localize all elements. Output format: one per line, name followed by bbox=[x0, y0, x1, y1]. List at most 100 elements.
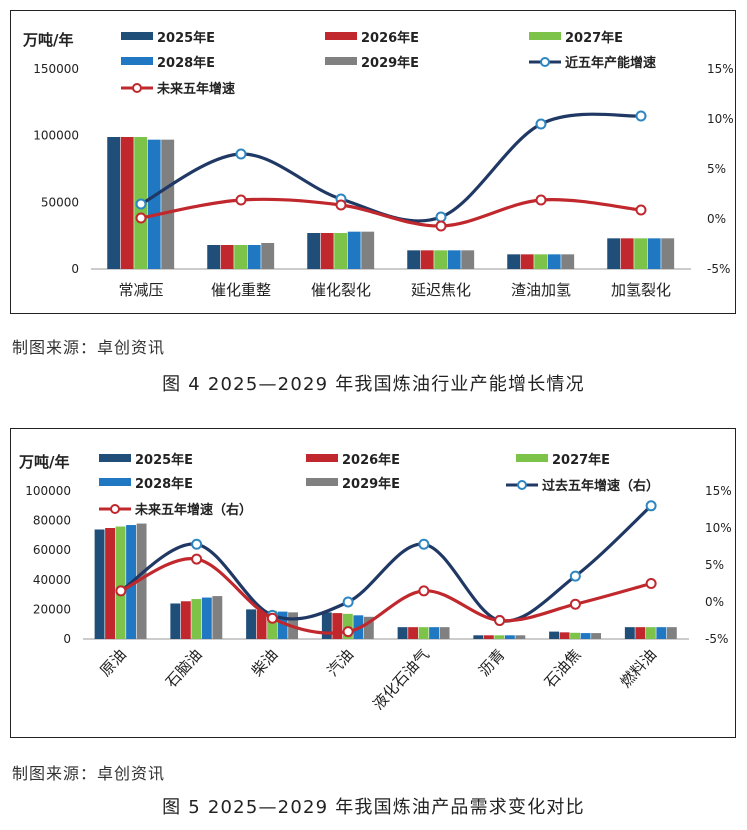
chart-2-category-label: 沥青 bbox=[475, 646, 508, 680]
chart-1-bar bbox=[247, 245, 261, 269]
chart-2-bar bbox=[624, 627, 635, 639]
chart-2-category-label: 柴油 bbox=[248, 646, 281, 680]
chart-1-line-point bbox=[535, 118, 547, 130]
chart-1-bar bbox=[334, 233, 348, 269]
chart-1-line-point bbox=[235, 148, 247, 160]
chart-2-bar bbox=[645, 627, 656, 639]
chart-2-bar bbox=[212, 596, 223, 639]
chart-2-line-point bbox=[266, 612, 278, 624]
chart-2-y-tick-label: 20000 bbox=[33, 602, 71, 616]
chart-2-unit-label: 万吨/年 bbox=[18, 453, 69, 471]
chart-1-legend-label: 2029年E bbox=[361, 55, 419, 71]
chart-2-legend-label: 2026年E bbox=[342, 452, 400, 468]
chart-1-bar bbox=[534, 254, 548, 269]
chart-1-bar bbox=[661, 238, 675, 269]
chart-2-line-point bbox=[191, 538, 203, 550]
chart-1-bar bbox=[447, 250, 461, 269]
chart-2-line-point bbox=[342, 626, 354, 638]
chart-2-legend-label: 过去五年增速（右） bbox=[542, 478, 659, 494]
chart-2-legend-swatch bbox=[306, 478, 338, 486]
chart-1-bar bbox=[320, 233, 334, 269]
chart-2-bar bbox=[635, 627, 646, 639]
chart-1-bar bbox=[147, 139, 161, 269]
chart-2-category-label: 石油焦 bbox=[541, 646, 584, 691]
chart-1-y-tick-label: 0 bbox=[71, 262, 79, 276]
chart-1-y2-tick-label: -5% bbox=[707, 262, 730, 276]
chart-2-line-point bbox=[645, 578, 657, 589]
chart-2-bar bbox=[277, 611, 288, 639]
chart-1-svg: 万吨/年 0 50000 100000 150000 -5% 0% 5% 10% 15% 常减压 催化… bbox=[22, 30, 734, 299]
chart-2-y2-tick-label: 5% bbox=[705, 558, 724, 572]
chart-1-legend-label: 近五年产能增速 bbox=[565, 55, 656, 71]
chart-2-legend-label: 2028年E bbox=[135, 476, 193, 492]
chart-1-bar bbox=[547, 254, 561, 269]
chart-1-bar bbox=[647, 238, 661, 269]
chart-2-bar bbox=[418, 627, 429, 639]
chart-1-category-label: 加氢裂化 bbox=[611, 281, 671, 299]
chart-2-bar bbox=[191, 599, 202, 639]
chart-1-line-point bbox=[435, 211, 447, 223]
chart-2-category-label: 石脑油 bbox=[162, 646, 205, 691]
chart-2-y-tick-label: 80000 bbox=[33, 514, 71, 528]
chart-2-bar bbox=[591, 633, 602, 639]
figure-caption-2: 图 5 2025—2029 年我国炼油产品需求变化对比 bbox=[162, 797, 585, 818]
chart-2-legend-swatch bbox=[306, 454, 338, 462]
chart-1-frame: 万吨/年 0 50000 100000 150000 -5% 0% 5% 10% 15% 常减压 催化… bbox=[10, 10, 736, 314]
chart-2-bar bbox=[246, 609, 257, 639]
chart-2-legend-marker bbox=[110, 504, 120, 514]
chart-1-bar bbox=[120, 137, 134, 269]
chart-1-y-tick-label: 50000 bbox=[41, 195, 79, 209]
chart-2-bar bbox=[666, 627, 677, 639]
chart-1-y-tick-label: 150000 bbox=[33, 62, 79, 76]
chart-2-bar bbox=[321, 612, 332, 639]
chart-2-y2-tick-label: 15% bbox=[705, 484, 732, 498]
chart-1-bar bbox=[307, 233, 321, 269]
chart-2-y-tick-label: 60000 bbox=[33, 543, 71, 557]
chart-2-line-series-1 bbox=[119, 504, 653, 623]
chart-1-bar bbox=[207, 245, 221, 269]
chart-2-bar bbox=[439, 627, 450, 639]
chart-1-line-point bbox=[535, 194, 547, 206]
chart-1-category-label: 催化重整 bbox=[211, 281, 271, 299]
chart-1-legend-swatch bbox=[325, 32, 357, 40]
source-note-2: 制图来源：卓创资讯 bbox=[12, 764, 166, 783]
chart-1-bar bbox=[434, 250, 448, 269]
chart-2-bar bbox=[332, 613, 343, 639]
chart-2-bar bbox=[363, 616, 374, 639]
chart-1-legend-label: 2025年E bbox=[157, 30, 215, 46]
chart-1-y2-tick-label: 0% bbox=[707, 212, 726, 226]
chart-2-bar bbox=[170, 603, 181, 639]
chart-2-line-point bbox=[645, 500, 657, 512]
chart-1-bar bbox=[220, 245, 234, 269]
chart-1-legend-label: 2027年E bbox=[565, 30, 623, 46]
chart-2-category-label: 液化石油气 bbox=[369, 646, 433, 714]
chart-2-bar bbox=[429, 627, 440, 639]
chart-2-y-tick-label: 0 bbox=[63, 632, 71, 646]
chart-2-legend-label: 2025年E bbox=[135, 452, 193, 468]
chart-1-category-label: 催化裂化 bbox=[311, 281, 371, 299]
chart-1-bar bbox=[634, 238, 648, 269]
chart-2-bar bbox=[94, 529, 105, 639]
chart-1-line-point bbox=[135, 198, 147, 210]
chart-2-line-point bbox=[418, 538, 430, 550]
chart-1-bar bbox=[234, 245, 248, 269]
chart-1-legend-swatch bbox=[121, 32, 153, 40]
chart-1-line-point bbox=[435, 220, 447, 232]
chart-2-bar bbox=[559, 632, 570, 639]
chart-1-line-point bbox=[235, 194, 247, 206]
chart-1-bar bbox=[407, 250, 421, 269]
chart-1-line-point bbox=[335, 199, 347, 211]
chart-1-category-label: 常减压 bbox=[118, 281, 163, 299]
chart-1-legend-marker bbox=[132, 83, 142, 93]
chart-1-line-point bbox=[635, 110, 647, 122]
chart-2-bar bbox=[256, 610, 267, 639]
chart-2-line-point bbox=[115, 585, 127, 597]
chart-2-line-point bbox=[569, 570, 581, 582]
chart-1-y2-tick-label: 5% bbox=[707, 162, 726, 176]
chart-1-line-series-2 bbox=[140, 197, 642, 228]
source-note-1: 制图来源：卓创资讯 bbox=[12, 338, 166, 357]
chart-1-bar bbox=[507, 254, 521, 269]
chart-2-legend-label: 2027年E bbox=[552, 452, 610, 468]
chart-1-line-point bbox=[635, 204, 647, 216]
chart-2-line-point bbox=[418, 585, 430, 597]
